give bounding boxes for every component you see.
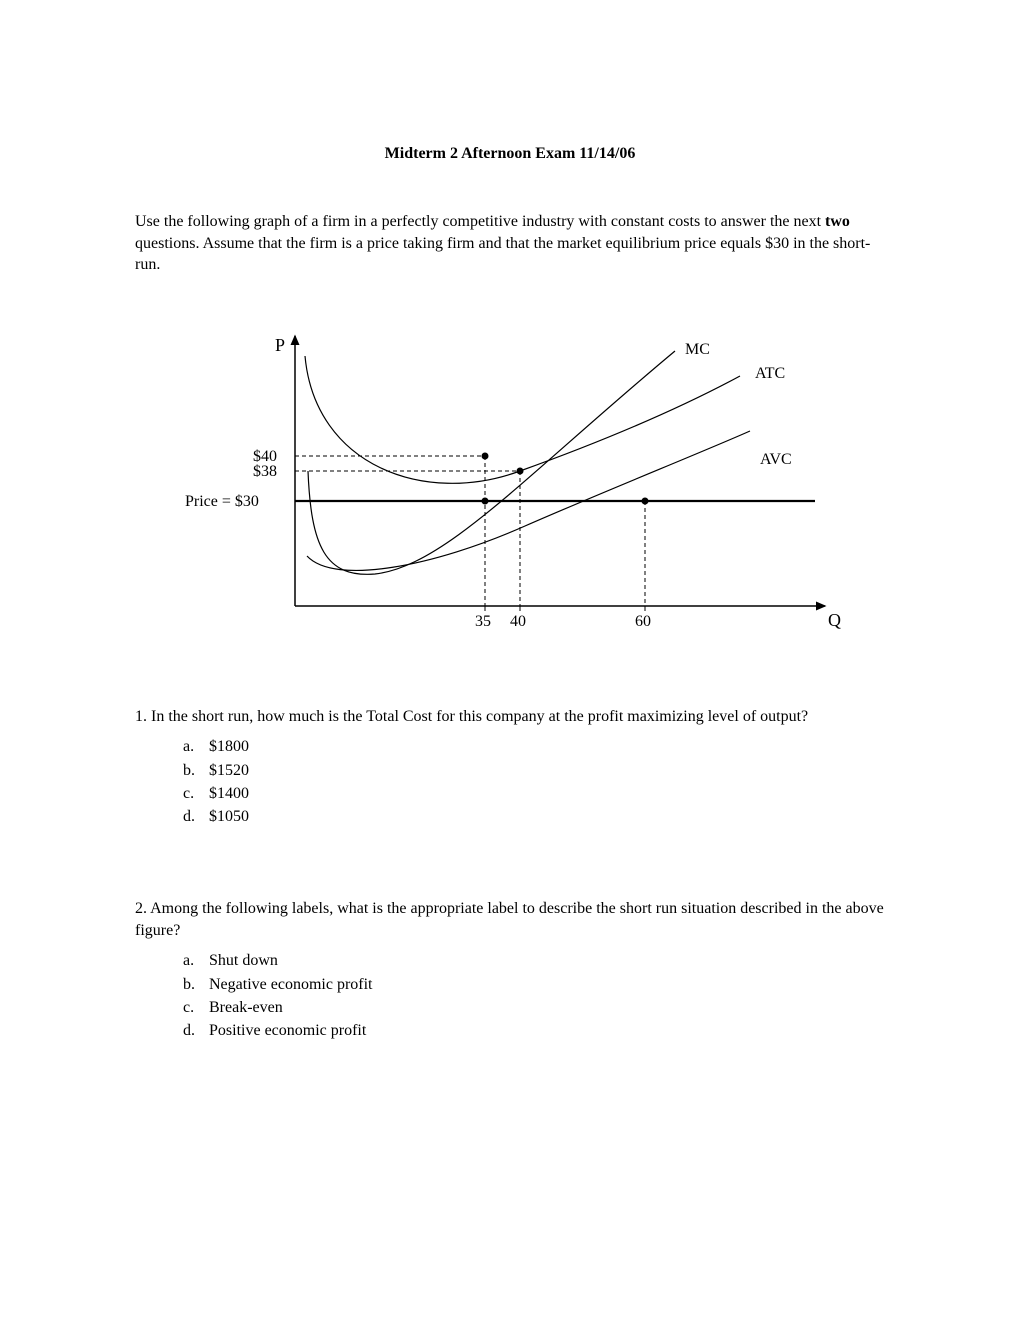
question-2-block: 2. Among the following labels, what is t…: [135, 898, 885, 1042]
option-letter: d.: [183, 805, 209, 828]
option-letter: d.: [183, 1019, 209, 1042]
intro-bold: two: [825, 213, 850, 230]
intro-paragraph: Use the following graph of a firm in a p…: [135, 211, 885, 276]
option-text: Break-even: [209, 996, 283, 1019]
svg-text:MC: MC: [685, 341, 710, 358]
option-text: Shut down: [209, 949, 278, 972]
q1-option-3: c.$1400: [183, 782, 885, 805]
svg-text:ATC: ATC: [755, 365, 785, 382]
chart-svg: PQPrice = $30$40$38354060MCATCAVC: [175, 316, 845, 656]
option-text: Negative economic profit: [209, 973, 373, 996]
question-1-text: 1. In the short run, how much is the Tot…: [135, 706, 885, 728]
intro-part2: questions. Assume that the firm is a pri…: [135, 235, 870, 274]
q1-option-4: d.$1050: [183, 805, 885, 828]
question-2-options: a.Shut downb.Negative economic profitc.B…: [183, 949, 885, 1042]
question-1-block: 1. In the short run, how much is the Tot…: [135, 706, 885, 828]
svg-text:Q: Q: [828, 610, 841, 630]
question-1-options: a.$1800b.$1520c.$1400d.$1050: [183, 735, 885, 828]
option-letter: c.: [183, 782, 209, 805]
q1-option-1: a.$1800: [183, 735, 885, 758]
q2-option-2: b.Negative economic profit: [183, 973, 885, 996]
svg-text:Price = $30: Price = $30: [185, 493, 259, 510]
svg-text:40: 40: [510, 613, 526, 630]
option-letter: b.: [183, 973, 209, 996]
svg-text:$38: $38: [253, 463, 277, 480]
svg-text:AVC: AVC: [760, 451, 792, 468]
option-text: $1800: [209, 735, 249, 758]
option-letter: a.: [183, 949, 209, 972]
option-letter: b.: [183, 759, 209, 782]
q1-option-2: b.$1520: [183, 759, 885, 782]
q2-option-3: c.Break-even: [183, 996, 885, 1019]
page-title: Midterm 2 Afternoon Exam 11/14/06: [135, 145, 885, 163]
svg-text:P: P: [275, 335, 285, 355]
q2-option-4: d.Positive economic profit: [183, 1019, 885, 1042]
svg-text:35: 35: [475, 613, 491, 630]
option-letter: c.: [183, 996, 209, 1019]
question-2-text: 2. Among the following labels, what is t…: [135, 898, 885, 941]
svg-text:60: 60: [635, 613, 651, 630]
q2-option-1: a.Shut down: [183, 949, 885, 972]
cost-curves-chart: PQPrice = $30$40$38354060MCATCAVC: [175, 316, 845, 656]
option-text: $1400: [209, 782, 249, 805]
option-text: $1050: [209, 805, 249, 828]
option-letter: a.: [183, 735, 209, 758]
intro-part1: Use the following graph of a firm in a p…: [135, 213, 825, 230]
option-text: $1520: [209, 759, 249, 782]
option-text: Positive economic profit: [209, 1019, 366, 1042]
exam-page: Midterm 2 Afternoon Exam 11/14/06 Use th…: [0, 0, 1020, 1320]
